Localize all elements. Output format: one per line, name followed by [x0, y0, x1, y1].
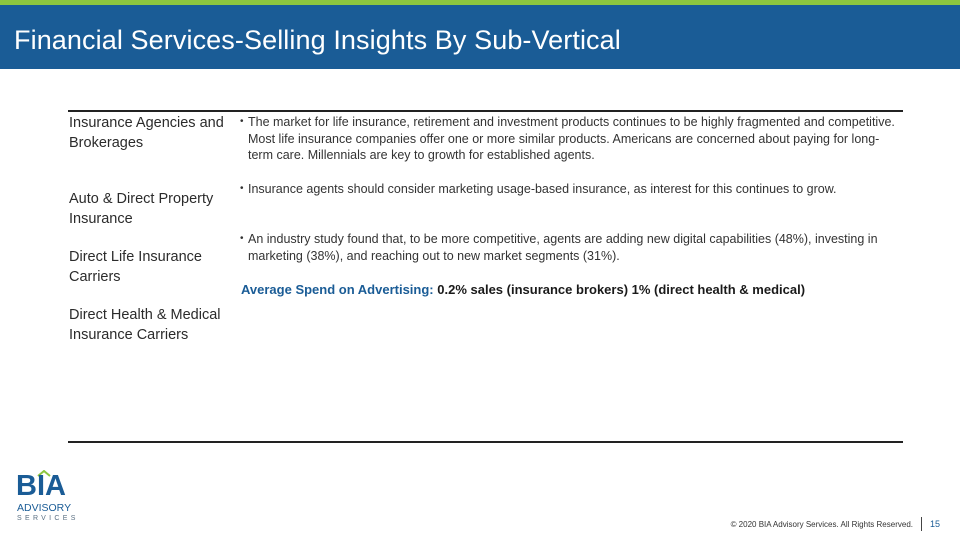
- bullet-dot: •: [240, 116, 244, 127]
- bullet-text: An industry study found that, to be more…: [248, 232, 878, 263]
- title-bar: Financial Services-Selling Insights By S…: [0, 5, 960, 69]
- bullet-item: • An industry study found that, to be mo…: [240, 231, 900, 264]
- bullet-item: • The market for life insurance, retirem…: [240, 114, 900, 164]
- spend-label: Average Spend on Advertising:: [241, 282, 434, 297]
- bullet-text: The market for life insurance, retiremen…: [248, 115, 895, 162]
- logo-wordmark: BIA: [16, 470, 66, 502]
- advertising-spend: Average Spend on Advertising: 0.2% sales…: [241, 281, 901, 299]
- logo-line2: SERVICES: [17, 515, 79, 522]
- bullet-dot: •: [240, 233, 244, 244]
- top-accent-stripe: [0, 0, 960, 5]
- copyright-text: © 2020 BIA Advisory Services. All Rights…: [730, 519, 913, 529]
- category-auto-property: Auto & Direct Property Insurance: [69, 191, 214, 227]
- category-direct-health: Direct Health & Medical Insurance Carrie…: [69, 307, 221, 343]
- footer: © 2020 BIA Advisory Services. All Rights…: [731, 517, 940, 531]
- bullet-dot: •: [240, 183, 244, 194]
- footer-separator: [920, 517, 922, 531]
- bullet-item: • Insurance agents should consider marke…: [240, 181, 900, 198]
- bullet-text: Insurance agents should consider marketi…: [248, 182, 837, 196]
- category-direct-life: Direct Life Insurance Carriers: [69, 249, 202, 285]
- bia-logo: BIA ADVISORY SERVICES: [14, 470, 84, 526]
- spend-value: 0.2% sales (insurance brokers) 1% (direc…: [437, 282, 806, 297]
- category-insurance-agencies: Insurance Agencies and Brokerages: [69, 115, 224, 151]
- bottom-divider: [68, 441, 903, 443]
- slide-title: Financial Services-Selling Insights By S…: [14, 25, 621, 55]
- page-number: 15: [929, 519, 940, 529]
- logo-line1: ADVISORY: [17, 502, 72, 514]
- logo-accent-icon: [37, 470, 51, 477]
- top-divider: [68, 110, 903, 112]
